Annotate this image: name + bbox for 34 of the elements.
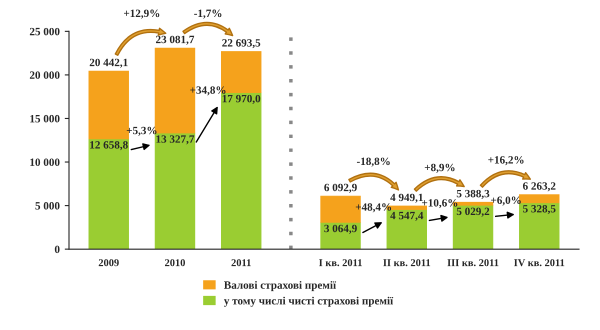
data-label: 12 658,8 bbox=[90, 141, 128, 150]
text: +12,9% bbox=[124, 10, 160, 19]
y-tick-label: 10 000 bbox=[30, 158, 60, 166]
data-label: 4 547,4 bbox=[390, 212, 424, 221]
total-label: 4 949,1 bbox=[390, 194, 423, 203]
x-tick-label: I кв. 2011 bbox=[319, 259, 362, 266]
data-label: 5 029,2 bbox=[456, 208, 490, 217]
total-label: 5 388,3 bbox=[456, 190, 490, 199]
x-tick-label: 2011 bbox=[232, 259, 251, 266]
text: -1,7% bbox=[194, 10, 222, 19]
total-label: 20 442,1 bbox=[90, 58, 128, 68]
y-tick-label: 5 000 bbox=[35, 202, 60, 210]
annotation: +16,2% bbox=[488, 156, 524, 166]
total-label: 6 263,2 bbox=[522, 182, 556, 192]
total-label: 6 092,9 bbox=[324, 184, 357, 193]
x-tick-label: IV кв. 2011 bbox=[514, 259, 564, 266]
x-tick-label: II кв. 2011 bbox=[383, 259, 430, 266]
data-label: 3 064,9 bbox=[324, 224, 357, 234]
data-label: 5 328,5 bbox=[523, 204, 556, 214]
data-label: 17 970,0 bbox=[222, 94, 260, 104]
y-tick-label: 20 000 bbox=[30, 71, 60, 79]
data-label: 13 327,7 bbox=[156, 135, 194, 144]
x-tick-label: III кв. 2011 bbox=[447, 259, 498, 266]
annotation: -18,8% bbox=[356, 158, 390, 167]
legend-label: у тому числі чисті страхові премії bbox=[224, 296, 394, 307]
x-tick-label: 2009 bbox=[98, 259, 119, 266]
total-label: 23 081,7 bbox=[156, 36, 194, 45]
total-label: 22 693,5 bbox=[222, 39, 260, 48]
y-tick-label: 15 000 bbox=[30, 114, 60, 122]
y-tick-label: 25 000 bbox=[30, 28, 60, 36]
legend-label: Валові страхові премії bbox=[224, 281, 336, 292]
y-tick-label: 0 bbox=[54, 246, 60, 254]
x-tick-label: 2010 bbox=[164, 259, 185, 266]
annotation: +8,9% bbox=[424, 164, 455, 173]
